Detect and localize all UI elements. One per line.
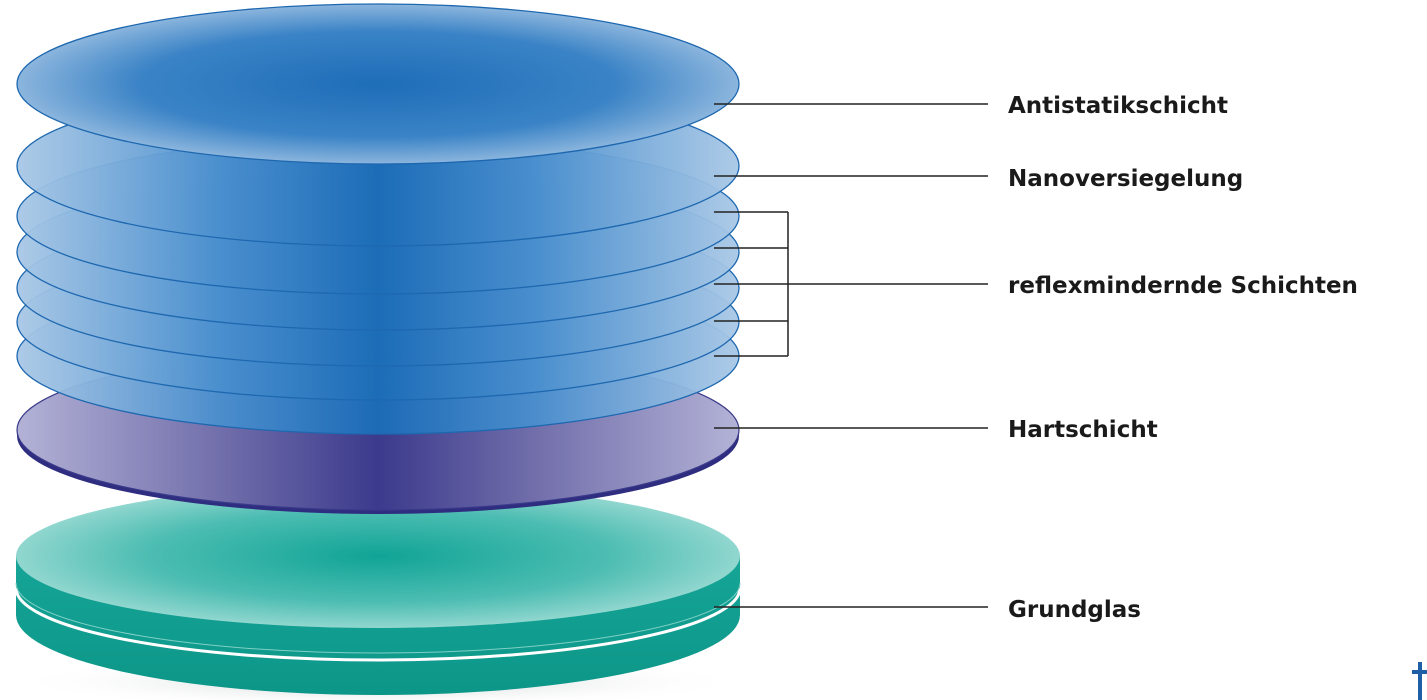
label-hard-coat: Hartschicht	[1008, 417, 1158, 443]
base-glass-disc	[14, 484, 742, 695]
label-antireflective: reflexmindernde Schichten	[1008, 273, 1358, 299]
label-antistatic: Antistatikschicht	[1008, 93, 1228, 119]
label-nano-sealing: Nanoversiegelung	[1008, 166, 1243, 192]
antistatic-disc	[16, 3, 740, 165]
brand-logo-fragment	[1412, 662, 1427, 700]
label-base-glass: Grundglas	[1008, 597, 1141, 623]
antireflective-bracket	[714, 211, 988, 357]
